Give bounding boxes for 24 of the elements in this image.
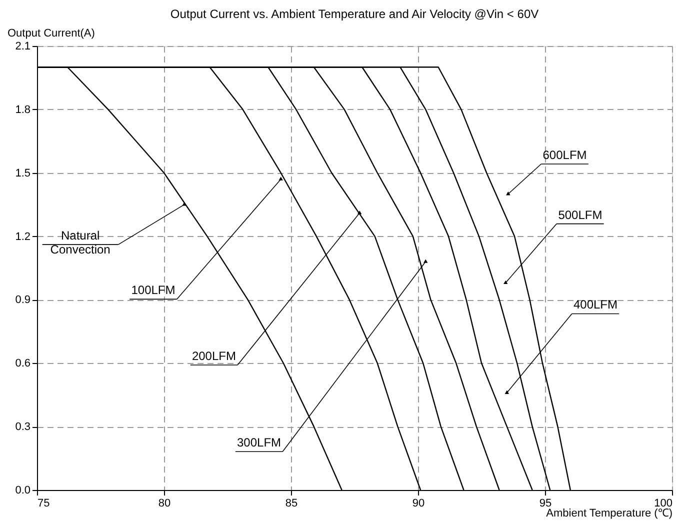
annotation: 200LFM: [192, 349, 236, 364]
annotation: 300LFM: [237, 436, 282, 450]
x-tick-label: 100: [654, 498, 672, 510]
x-tick-label: 75: [38, 498, 50, 510]
annotation: 600LFM: [542, 148, 587, 162]
y-tick-label: 1.2: [15, 230, 30, 243]
y-axis-title: Output Current(A): [8, 28, 95, 40]
y-tick-label: 0.3: [15, 421, 30, 434]
x-axis-title: Ambient Temperature (℃): [546, 508, 672, 520]
x-tick-label: 95: [539, 498, 552, 510]
y-tick-label: 0.0: [15, 484, 30, 496]
chart-title: Output Current vs. Ambient Temperature and Air Velocity @Vin < 60V: [170, 7, 539, 21]
annotation: 100LFM: [131, 283, 176, 298]
y-tick-label: 1.5: [15, 167, 30, 180]
y-tick-label: 0.9: [15, 294, 30, 306]
x-tick-label: 85: [285, 498, 298, 510]
x-tick-label: 80: [158, 498, 171, 510]
annotation: 400LFM: [573, 298, 618, 312]
annotation: Natural Convection: [50, 228, 110, 257]
annotation: 500LFM: [558, 208, 602, 222]
x-tick-label: 90: [412, 498, 425, 510]
y-tick-label: 0.6: [15, 358, 30, 370]
y-tick-label: 2.1: [15, 40, 30, 52]
y-tick-label: 1.8: [15, 104, 30, 116]
